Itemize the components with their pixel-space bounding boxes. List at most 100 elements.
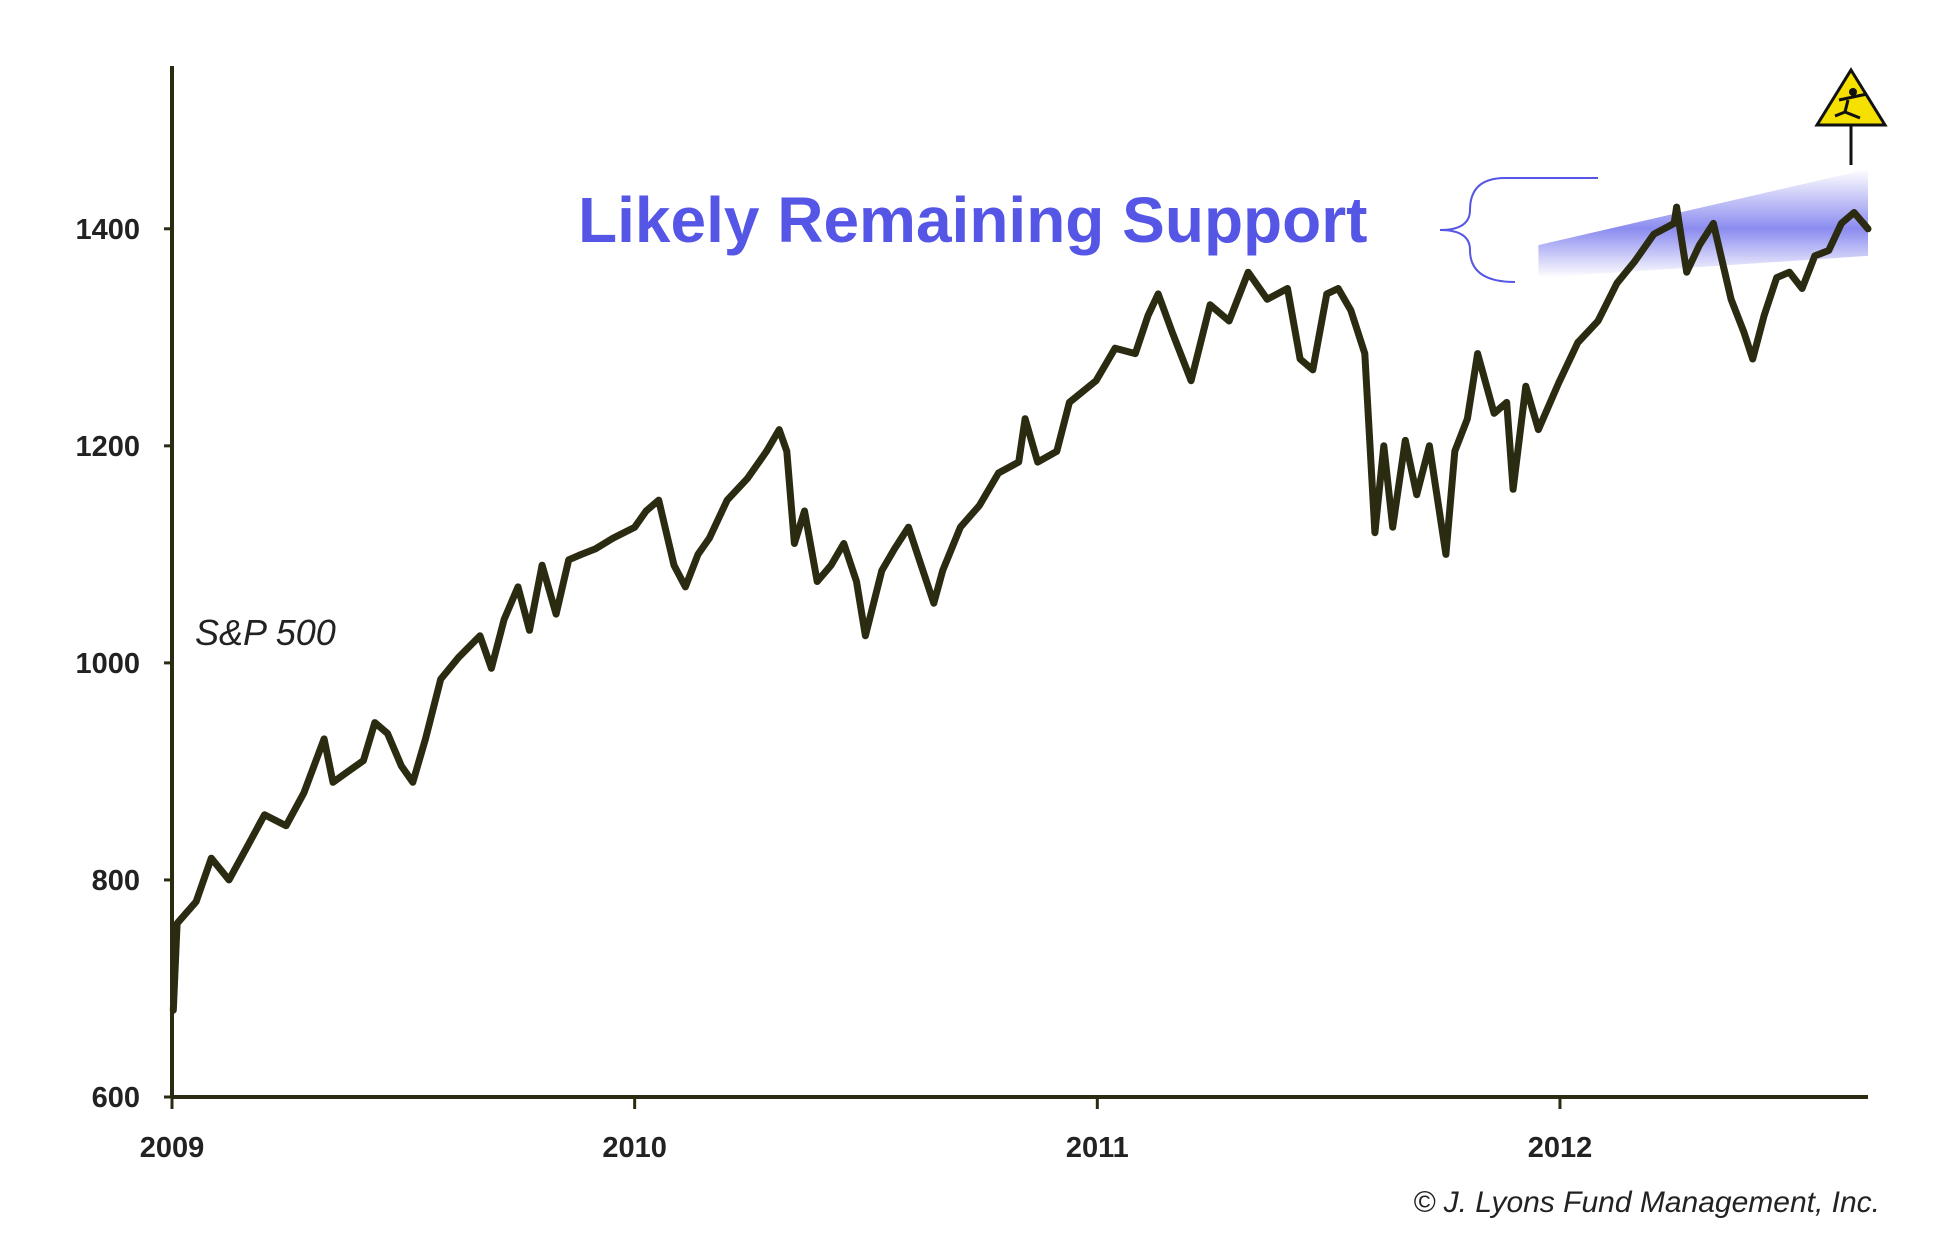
data-point xyxy=(578,551,584,557)
data-point xyxy=(802,508,807,514)
data-point xyxy=(1145,313,1151,319)
data-point xyxy=(862,633,868,639)
data-point xyxy=(501,617,507,622)
data-point xyxy=(174,920,180,926)
data-point xyxy=(345,768,351,774)
data-point xyxy=(208,855,214,861)
data-point xyxy=(1414,492,1420,498)
data-point xyxy=(879,568,885,574)
data-point xyxy=(1774,275,1780,281)
data-point xyxy=(456,655,461,660)
data-point xyxy=(724,497,730,503)
data-point xyxy=(488,665,494,671)
data-point xyxy=(706,535,712,541)
data-point xyxy=(1851,210,1857,215)
data-point xyxy=(1426,443,1432,449)
data-point xyxy=(1188,378,1194,384)
data-point xyxy=(170,1007,176,1013)
data-point xyxy=(1372,530,1378,536)
data-point xyxy=(1310,367,1316,373)
data-point xyxy=(539,562,545,568)
support-bracket xyxy=(1439,177,1598,283)
data-point xyxy=(1381,443,1387,449)
data-point xyxy=(791,541,797,546)
data-point xyxy=(1728,296,1734,302)
y-tick-label: 800 xyxy=(92,865,140,897)
data-point xyxy=(1169,329,1175,335)
data-point xyxy=(1390,524,1396,530)
data-point xyxy=(283,823,289,829)
data-point xyxy=(515,584,521,590)
data-point xyxy=(1443,551,1449,557)
data-point xyxy=(1510,486,1516,492)
data-point xyxy=(410,779,416,785)
data-point xyxy=(1674,204,1680,210)
y-tick-label: 1400 xyxy=(75,214,140,246)
data-point xyxy=(764,448,769,454)
data-point xyxy=(1535,427,1541,433)
data-point xyxy=(931,600,937,606)
data-point xyxy=(1054,448,1060,454)
data-point xyxy=(1826,248,1832,253)
data-point xyxy=(1750,356,1756,362)
series-layer xyxy=(169,203,1872,1014)
data-point xyxy=(592,546,598,552)
data-point xyxy=(784,448,790,454)
data-point xyxy=(1491,410,1497,416)
data-point xyxy=(957,524,963,530)
data-point xyxy=(1761,313,1767,319)
data-point xyxy=(1132,351,1138,357)
data-point xyxy=(566,557,572,563)
data-point xyxy=(656,497,662,503)
data-point xyxy=(1812,253,1818,259)
data-point xyxy=(1671,220,1677,226)
data-point xyxy=(776,427,782,433)
y-tick-label: 600 xyxy=(92,1082,140,1114)
data-point xyxy=(1575,340,1581,346)
data-point xyxy=(643,508,649,514)
bracket-path xyxy=(1439,177,1598,283)
data-point xyxy=(1207,302,1213,308)
data-point xyxy=(1022,416,1028,422)
data-point xyxy=(1865,226,1871,232)
data-point xyxy=(1297,356,1303,362)
data-point xyxy=(398,763,404,769)
data-point xyxy=(1741,329,1747,335)
data-point xyxy=(1632,258,1638,264)
data-point xyxy=(372,720,378,726)
data-point xyxy=(244,844,250,850)
data-point xyxy=(976,503,982,508)
data-point xyxy=(193,899,199,905)
y-tick-label: 1200 xyxy=(75,431,140,463)
data-point xyxy=(828,562,834,568)
data-point xyxy=(682,584,688,590)
data-point xyxy=(1452,448,1458,454)
data-point xyxy=(1335,286,1341,291)
data-point xyxy=(1066,399,1072,405)
data-point xyxy=(1402,437,1408,443)
data-point xyxy=(892,546,897,552)
x-tick-label: 2011 xyxy=(1066,1132,1129,1164)
data-point xyxy=(1226,318,1232,324)
x-tick-label: 2009 xyxy=(140,1132,205,1164)
data-point xyxy=(814,579,820,584)
data-point xyxy=(918,562,924,568)
data-point xyxy=(1786,269,1792,275)
data-point xyxy=(553,611,559,617)
data-point xyxy=(1112,345,1118,351)
data-point xyxy=(1362,351,1368,357)
data-point xyxy=(1155,291,1161,297)
data-point xyxy=(360,758,366,764)
data-point xyxy=(695,551,701,557)
y-tick-label: 1000 xyxy=(75,648,140,680)
data-point xyxy=(1464,416,1470,422)
data-point xyxy=(671,562,677,568)
data-point xyxy=(1614,280,1620,286)
data-point xyxy=(940,568,946,574)
data-point xyxy=(745,475,750,481)
data-point xyxy=(1595,318,1601,324)
y-axis-ticks: 600 800 1000 1200 1400 xyxy=(75,214,172,1114)
copyright-text: © J. Lyons Fund Management, Inc. xyxy=(1413,1186,1880,1219)
data-point xyxy=(1475,351,1481,357)
